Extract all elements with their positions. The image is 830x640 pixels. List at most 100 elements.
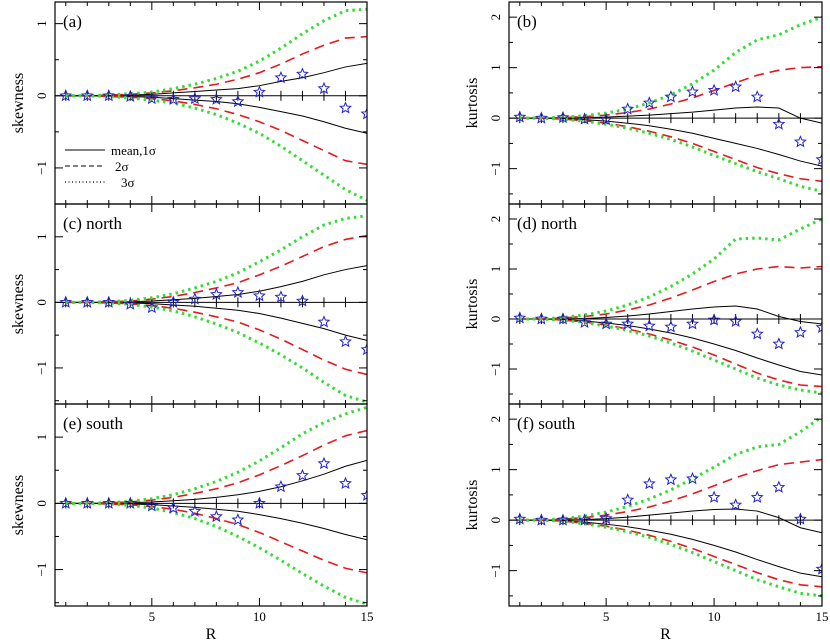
observed-point bbox=[556, 312, 570, 325]
plot-area bbox=[509, 217, 822, 395]
observed-point bbox=[729, 80, 743, 93]
sigma2-lower-line bbox=[65, 502, 367, 574]
y-tick-label: 0 bbox=[488, 115, 503, 122]
y-tick-label: 1 bbox=[488, 64, 503, 71]
observed-point bbox=[339, 476, 352, 489]
observed-point bbox=[145, 91, 159, 105]
y-tick-label: 1 bbox=[34, 434, 49, 441]
sigma2-upper-line bbox=[519, 458, 822, 521]
y-tick-label: 1 bbox=[488, 466, 503, 473]
sigma2-lower-line bbox=[519, 117, 822, 183]
y-tick-label: 0 bbox=[34, 299, 49, 306]
sigma1-lower-line bbox=[65, 502, 367, 541]
observed-point bbox=[578, 315, 592, 329]
observed-point bbox=[664, 90, 678, 103]
sigma1-lower-line bbox=[519, 318, 822, 376]
sigma3-lower-line bbox=[519, 518, 822, 598]
y-tick-label: 1 bbox=[34, 20, 49, 27]
observed-point bbox=[317, 81, 331, 95]
y-tick-label: −1 bbox=[34, 361, 49, 375]
observed-point bbox=[166, 501, 180, 514]
sigma3-upper-line bbox=[519, 15, 822, 120]
observed-point bbox=[360, 107, 367, 120]
observed-point bbox=[750, 90, 764, 103]
observed-point bbox=[339, 101, 352, 114]
y-axis-label: kurtosis bbox=[464, 480, 481, 531]
observed-point bbox=[231, 94, 245, 108]
observed-point bbox=[295, 294, 309, 307]
observed-point bbox=[815, 152, 822, 166]
observed-point bbox=[750, 327, 764, 340]
panel-4: −1 0 1 2 kurtosis (d) north bbox=[464, 203, 823, 405]
observed-point bbox=[642, 476, 656, 490]
observed-point bbox=[534, 312, 548, 325]
y-tick-label: 1 bbox=[488, 266, 503, 273]
axes-frame bbox=[508, 1, 823, 205]
sigma3-lower-line bbox=[65, 94, 367, 202]
y-tick-label: −1 bbox=[34, 563, 49, 577]
y-tick-label: −1 bbox=[34, 161, 49, 175]
observed-point bbox=[102, 496, 116, 509]
panel-title: (f) south bbox=[517, 414, 576, 433]
observed-point bbox=[123, 496, 137, 509]
panel-2: −1 0 1 2 kurtosis (b) bbox=[464, 1, 823, 205]
plot-area bbox=[55, 214, 367, 404]
panel-title: (c) north bbox=[63, 214, 123, 233]
observed-point bbox=[252, 288, 266, 302]
observed-point bbox=[686, 317, 699, 330]
sigma2-upper-line bbox=[519, 265, 822, 320]
y-tick-label: 0 bbox=[34, 93, 49, 100]
x-tick-label: 15 bbox=[361, 609, 374, 624]
y-tick-label: −1 bbox=[488, 564, 503, 578]
y-tick-label: 1 bbox=[34, 234, 49, 241]
x-tick-label: 10 bbox=[253, 609, 266, 624]
x-tick-label: 10 bbox=[708, 609, 721, 624]
observed-point bbox=[188, 292, 202, 305]
observed-point bbox=[815, 320, 822, 334]
sigma2-upper-line bbox=[65, 35, 367, 97]
sigma1-upper-line bbox=[519, 508, 822, 534]
observed-point bbox=[556, 110, 570, 124]
y-tick-label: −1 bbox=[488, 362, 503, 376]
plot-area bbox=[55, 405, 367, 606]
observed-point bbox=[707, 490, 721, 503]
observed-point bbox=[188, 91, 202, 105]
observed-point bbox=[513, 110, 527, 123]
observed-point bbox=[59, 295, 73, 308]
observed-point bbox=[772, 337, 786, 350]
y-axis-label: kurtosis bbox=[464, 279, 481, 330]
observed-point bbox=[166, 295, 180, 308]
observed-point bbox=[231, 513, 245, 526]
observed-point bbox=[534, 513, 548, 526]
sigma2-upper-line bbox=[65, 429, 367, 505]
legend-entry: 3σ bbox=[121, 175, 135, 190]
sigma2-lower-line bbox=[519, 318, 822, 388]
observed-point bbox=[145, 300, 159, 314]
observed-point bbox=[793, 512, 807, 525]
observed-point bbox=[145, 499, 159, 512]
observed-point bbox=[209, 509, 223, 523]
y-tick-label: 2 bbox=[488, 14, 503, 21]
sigma2-lower-line bbox=[65, 301, 367, 376]
legend-entry: 2σ bbox=[115, 159, 129, 174]
x-axis-label: R bbox=[660, 626, 671, 640]
plot-area bbox=[55, 7, 367, 202]
observed-point bbox=[772, 117, 786, 130]
panel-title: (b) bbox=[517, 12, 537, 31]
observed-point bbox=[360, 488, 367, 501]
observed-point bbox=[123, 89, 137, 103]
axes-frame bbox=[54, 403, 368, 607]
axes-frame bbox=[508, 403, 823, 607]
y-tick-label: 0 bbox=[488, 517, 503, 524]
observed-point bbox=[556, 513, 570, 526]
observed-point bbox=[686, 85, 699, 98]
observed-point bbox=[642, 96, 656, 109]
observed-point bbox=[686, 471, 699, 485]
observed-point bbox=[599, 511, 613, 525]
y-tick-label: 0 bbox=[34, 500, 49, 507]
x-axis-label: R bbox=[206, 626, 217, 640]
plot-area bbox=[509, 415, 822, 598]
observed-point bbox=[102, 88, 116, 102]
y-axis-label: skewness bbox=[10, 475, 27, 535]
